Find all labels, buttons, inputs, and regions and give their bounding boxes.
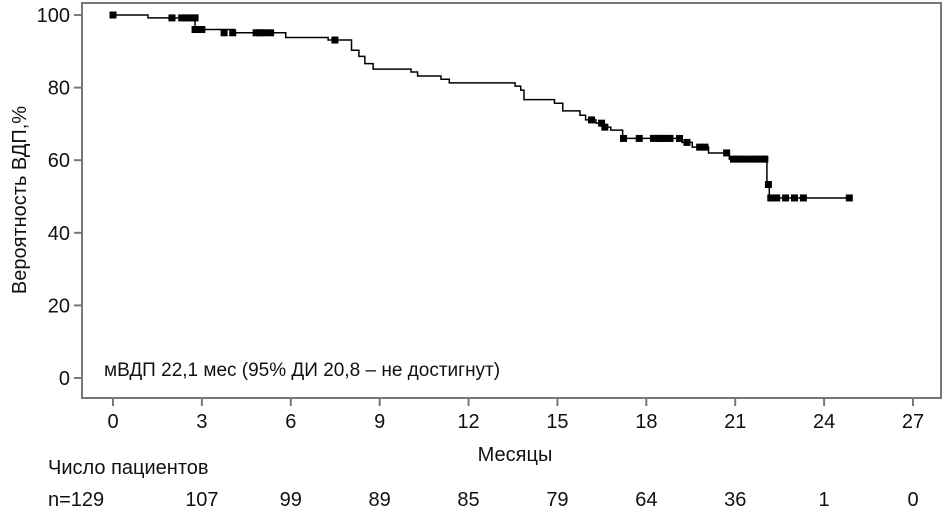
censor-mark	[598, 119, 606, 127]
censor-mark	[653, 134, 661, 142]
censor-mark	[252, 29, 260, 37]
censor-mark	[845, 194, 853, 202]
censor-mark	[696, 143, 704, 151]
censor-mark	[799, 194, 807, 202]
x-tick-label: 21	[724, 411, 746, 433]
censor-mark	[764, 181, 772, 189]
x-tick-label: 24	[813, 411, 835, 433]
risk-count: 0	[907, 489, 918, 511]
y-tick-label: 100	[37, 5, 70, 27]
risk-count: 64	[635, 489, 657, 511]
censor-mark	[683, 138, 691, 146]
survival-curve	[113, 14, 850, 199]
x-tick-label: 3	[196, 411, 207, 433]
x-tick-label: 6	[285, 411, 296, 433]
risk-count: n=129	[48, 489, 104, 511]
y-tick-label: 40	[48, 223, 70, 245]
censor-mark	[183, 14, 191, 22]
x-tick-label: 18	[635, 411, 657, 433]
censor-mark	[723, 149, 731, 157]
censor-mark	[782, 194, 790, 202]
censor-mark	[635, 134, 643, 142]
risk-count: 89	[369, 489, 391, 511]
censor-mark	[331, 36, 339, 44]
x-tick-label: 27	[902, 411, 924, 433]
censor-mark	[601, 123, 609, 131]
censor-mark	[256, 29, 264, 37]
censor-mark	[790, 194, 798, 202]
censor-mark	[220, 29, 228, 37]
censor-mark	[729, 155, 737, 163]
censor-mark	[752, 155, 760, 163]
censor-mark	[676, 134, 684, 142]
x-tick-label: 15	[546, 411, 568, 433]
censor-mark	[620, 134, 628, 142]
y-tick-label: 60	[48, 150, 70, 172]
censor-mark	[666, 134, 674, 142]
x-axis-label: Месяцы	[478, 444, 553, 466]
x-tick-label: 12	[457, 411, 479, 433]
censor-mark	[773, 194, 781, 202]
censor-mark	[260, 29, 268, 37]
risk-table-title: Число пациентов	[48, 457, 209, 479]
risk-count: 85	[457, 489, 479, 511]
censor-mark	[194, 26, 202, 34]
censor-mark	[267, 29, 275, 37]
censor-mark	[588, 116, 596, 124]
censor-mark	[734, 155, 742, 163]
x-tick-label: 9	[374, 411, 385, 433]
y-tick-label: 20	[48, 295, 70, 317]
risk-count: 107	[185, 489, 218, 511]
censor-mark	[660, 134, 668, 142]
censor-mark	[191, 14, 199, 22]
risk-count: 99	[280, 489, 302, 511]
risk-count: 1	[819, 489, 830, 511]
censor-mark	[746, 155, 754, 163]
y-axis-label: Вероятность ВДП,%	[9, 106, 31, 294]
censor-mark	[701, 143, 709, 151]
censor-mark	[109, 11, 117, 19]
censor-mark	[740, 155, 748, 163]
risk-count: 36	[724, 489, 746, 511]
x-tick-label: 0	[107, 411, 118, 433]
median-annotation: мВДП 22,1 мес (95% ДИ 20,8 – не достигну…	[104, 360, 500, 381]
censor-mark	[761, 155, 769, 163]
censor-mark	[229, 29, 237, 37]
y-tick-label: 0	[59, 368, 70, 390]
censor-mark	[178, 14, 186, 22]
censor-mark	[198, 26, 206, 34]
censor-mark	[168, 14, 176, 22]
y-tick-label: 80	[48, 78, 70, 100]
censor-mark	[767, 194, 775, 202]
risk-count: 79	[546, 489, 568, 511]
plot-frame	[81, 2, 942, 399]
